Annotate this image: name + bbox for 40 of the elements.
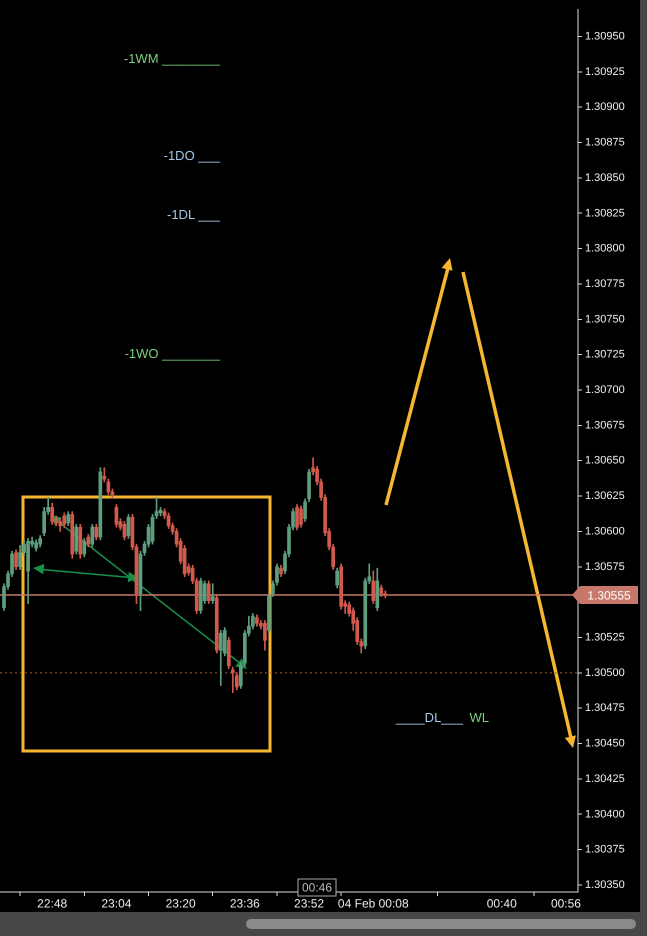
annotation: -1WM ________ <box>124 51 221 66</box>
y-tick-label: 1.30525 <box>585 631 625 644</box>
y-tick-label: 1.30750 <box>585 313 625 326</box>
y-tick-label: 1.30675 <box>585 419 625 432</box>
y-tick-label: 1.30350 <box>585 878 625 891</box>
y-tick-label: 1.30900 <box>585 101 625 114</box>
annotation: 00:46 <box>302 880 332 894</box>
y-tick-label: 1.30575 <box>585 560 625 573</box>
y-tick-label: 1.30925 <box>585 66 625 78</box>
ref-line-label: 1.30555 <box>587 588 632 602</box>
x-tick-label: 23:20 <box>166 896 196 911</box>
annotation: -1WO ________ <box>124 346 221 361</box>
y-tick-label: 1.30775 <box>585 278 625 290</box>
x-tick-label: 23:04 <box>101 896 132 911</box>
y-tick-label: 1.30650 <box>585 454 625 467</box>
annotation: WL <box>470 710 489 725</box>
y-tick-label: 1.30400 <box>585 808 625 820</box>
annotation: -1DO ___ <box>164 148 221 163</box>
annotation: ____DL___ <box>394 710 464 725</box>
y-tick-label: 1.30450 <box>585 738 625 750</box>
y-tick-label: 1.30375 <box>585 844 625 856</box>
x-tick-label: 00:56 <box>550 896 582 911</box>
y-tick-label: 1.30425 <box>585 772 625 785</box>
x-tick-label: 04 Feb 00:08 <box>338 896 409 911</box>
y-tick-label: 1.30625 <box>585 490 625 502</box>
y-tick-label: 1.30875 <box>585 136 625 149</box>
x-tick-label: 22:48 <box>37 896 68 911</box>
y-tick-label: 1.30950 <box>585 30 625 42</box>
y-tick-label: 1.30600 <box>585 525 625 538</box>
y-tick-label: 1.30800 <box>585 242 625 255</box>
y-tick-label: 1.30500 <box>585 666 625 679</box>
x-tick-label: 23:52 <box>294 896 324 911</box>
x-tick-label: 00:40 <box>486 896 518 911</box>
annotation: -1DL ___ <box>167 207 221 222</box>
y-tick-label: 1.30825 <box>585 207 625 220</box>
y-tick-label: 1.30475 <box>585 702 625 714</box>
y-tick-label: 1.30725 <box>585 348 625 361</box>
x-tick-label: 23:36 <box>230 896 260 911</box>
y-tick-label: 1.30700 <box>585 384 625 396</box>
y-tick-label: 1.30850 <box>585 172 625 184</box>
